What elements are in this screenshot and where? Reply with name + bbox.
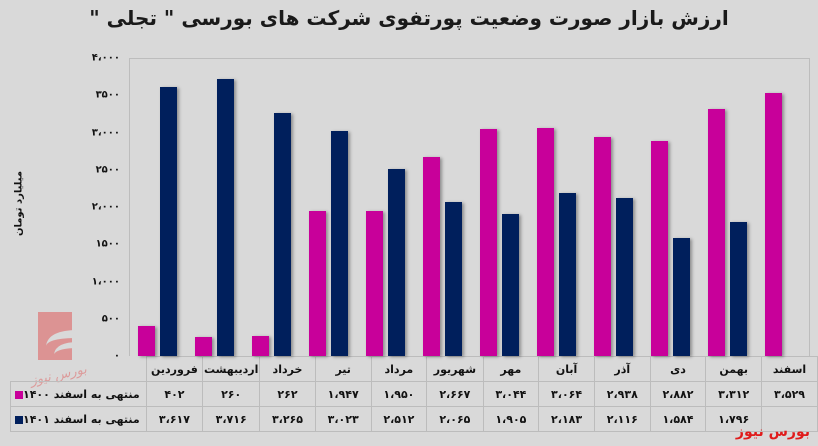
bar-1400 <box>309 210 326 356</box>
category-label: بهمن <box>705 356 763 382</box>
table-row-series-1400: منتهی به اسفند ۱۴۰۰ ۴۰۲ ۲۶۰ ۲۶۲ ۱،۹۴۷ ۱،۹۵۰ ۲،… <box>10 381 818 407</box>
legend-label: منتهی به اسفند ۱۴۰۰ <box>23 387 140 401</box>
table-cell: ۲،۱۱۶ <box>593 406 651 432</box>
category-label: آذر <box>593 356 651 382</box>
bar-1401 <box>388 168 405 356</box>
table-cell: ۱،۹۰۵ <box>482 406 540 432</box>
table-cell: ۲،۸۸۲ <box>649 381 707 407</box>
legend-entry: منتهی به اسفند ۱۴۰۱ <box>10 406 147 432</box>
bar-1401 <box>673 237 690 356</box>
table-cell: ۲۶۲ <box>259 381 316 407</box>
bar-1400 <box>537 127 554 356</box>
table-cell: ۳،۷۱۶ <box>202 406 261 432</box>
y-tick-label: ۱،۰۰۰ <box>91 276 120 287</box>
bar-1400 <box>366 210 383 356</box>
y-tick-label: ۲،۰۰۰ <box>91 201 120 213</box>
category-label: دی <box>649 356 707 382</box>
category-label: آبان <box>538 356 595 382</box>
bar-1401 <box>559 193 576 356</box>
table-cell: ۴۰۲ <box>145 381 204 407</box>
brand-logo-icon <box>38 312 78 360</box>
chart-title: ارزش بازار صورت وضعیت پورتفوی شرکت های ب… <box>89 6 729 30</box>
bar-1400 <box>765 93 782 356</box>
table-cell: ۳،۰۶۴ <box>538 381 595 407</box>
legend-swatch-icon <box>15 415 23 424</box>
y-axis-label: میلیارد تومان <box>13 170 25 237</box>
bar-1400 <box>651 141 668 356</box>
bar-1400 <box>594 137 611 356</box>
bar-1400 <box>195 336 212 356</box>
bar-1401 <box>616 198 633 356</box>
legend-entry: منتهی به اسفند ۱۴۰۰ <box>10 381 147 407</box>
table-cell: ۳،۲۶۵ <box>259 406 316 432</box>
y-tick-label: ۲۵۰۰ <box>95 164 120 176</box>
category-label: تیر <box>314 356 372 382</box>
table-cell: ۲،۱۸۳ <box>538 406 595 432</box>
category-label: اردیبهشت <box>202 356 261 382</box>
table-cell: ۱،۹۵۰ <box>370 381 428 407</box>
bar-1401 <box>445 202 462 356</box>
category-label: مهر <box>482 356 540 382</box>
bar-1401 <box>160 86 177 356</box>
table-cell: ۱،۹۴۷ <box>314 381 372 407</box>
bar-1400 <box>708 109 725 356</box>
legend-label: منتهی به اسفند ۱۴۰۱ <box>23 412 140 426</box>
table-cell: ۳،۰۴۴ <box>482 381 540 407</box>
bar-1401 <box>217 79 234 356</box>
table-cell: ۲،۰۶۵ <box>426 406 484 432</box>
table-cell: ۲،۶۶۷ <box>426 381 484 407</box>
y-tick-label: ۵۰۰ <box>101 313 120 325</box>
table-row-series-1401: منتهی به اسفند ۱۴۰۱ ۳،۶۱۷ ۳،۷۱۶ ۳،۲۶۵ ۳،۰۲۳ ۲… <box>10 406 818 432</box>
category-label: فروردین <box>145 356 204 382</box>
table-cell: ۲۶۰ <box>202 381 261 407</box>
table-cell: ۱،۵۸۴ <box>649 406 707 432</box>
bar-1400 <box>138 326 155 356</box>
bar-1401 <box>502 214 519 356</box>
table-cell: ۱،۷۹۶ <box>705 406 763 432</box>
data-table: فروردین اردیبهشت خرداد تیر مرداد شهریور مهر آبا… <box>10 356 818 432</box>
bar-1401 <box>331 130 348 356</box>
bar-1401 <box>274 112 291 356</box>
y-tick-label: ۰ <box>113 350 120 362</box>
legend-swatch-icon <box>15 390 23 399</box>
bar-1400 <box>480 129 497 356</box>
table-header-row: فروردین اردیبهشت خرداد تیر مرداد شهریور مهر آبا… <box>11 356 818 382</box>
table-cell: ۳،۵۲۹ <box>761 381 818 407</box>
y-tick-label: ۳،۰۰۰ <box>91 127 120 138</box>
category-label: خرداد <box>259 356 316 382</box>
table-cell: ۳،۳۱۲ <box>705 381 763 407</box>
bar-1400 <box>252 336 269 356</box>
table-cell: ۳،۶۱۷ <box>145 406 204 432</box>
table-cell: ۳،۰۲۳ <box>314 406 372 432</box>
brand-name: بورس نیوز <box>735 424 810 440</box>
category-label: شهریور <box>426 356 484 382</box>
table-cell: ۲،۹۳۸ <box>593 381 651 407</box>
category-label: اسفند <box>761 356 818 382</box>
table-cell <box>761 406 818 432</box>
y-tick-label: ۳۵۰۰ <box>95 89 120 101</box>
y-tick-label: ۴،۰۰۰ <box>91 52 120 64</box>
table-cell: ۲،۵۱۲ <box>370 406 428 432</box>
y-tick-label: ۱۵۰۰ <box>95 238 120 250</box>
bar-1401 <box>730 222 747 356</box>
table-corner <box>11 357 147 382</box>
category-label: مرداد <box>370 356 428 382</box>
plot-area <box>129 58 810 356</box>
bar-1400 <box>423 157 440 356</box>
